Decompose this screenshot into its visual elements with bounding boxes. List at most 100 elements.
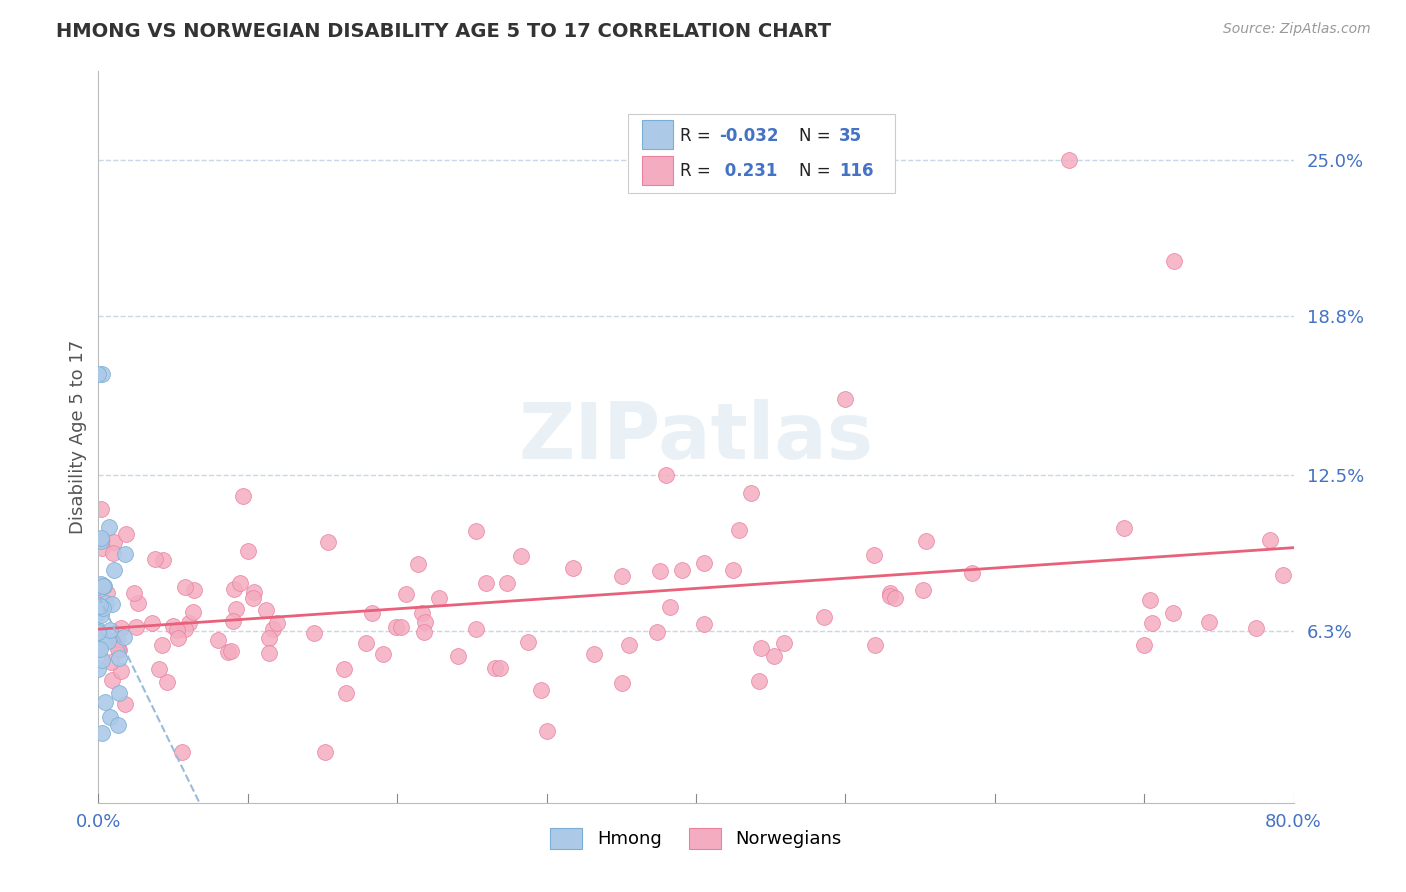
- Point: [257, 631, 280, 645]
- Point: [90, 607, 112, 622]
- Point: [740, 485, 762, 500]
- Point: [427, 591, 450, 606]
- Point: [1132, 638, 1154, 652]
- Point: [91, 600, 114, 615]
- Point: [107, 718, 129, 732]
- Point: [1112, 520, 1135, 534]
- Point: [692, 557, 714, 571]
- Point: [148, 662, 170, 676]
- Point: [883, 591, 905, 606]
- Point: [648, 565, 671, 579]
- Point: [510, 549, 533, 564]
- Point: [411, 606, 433, 620]
- Point: [89, 642, 111, 657]
- Text: R =: R =: [681, 127, 716, 145]
- Point: [266, 616, 288, 631]
- Point: [335, 686, 357, 700]
- Point: [655, 467, 678, 482]
- Point: [728, 524, 751, 538]
- Point: [333, 662, 356, 676]
- Point: [101, 597, 124, 611]
- Point: [242, 585, 264, 599]
- Point: [232, 489, 254, 503]
- Point: [162, 619, 184, 633]
- Text: Source: ZipAtlas.com: Source: ZipAtlas.com: [1223, 22, 1371, 37]
- Point: [87, 606, 110, 620]
- Point: [412, 625, 434, 640]
- Point: [236, 543, 259, 558]
- Point: [658, 599, 681, 614]
- Point: [90, 501, 112, 516]
- Point: [316, 534, 339, 549]
- Point: [87, 662, 110, 676]
- Point: [179, 615, 201, 630]
- Point: [1140, 615, 1163, 630]
- Point: [114, 697, 136, 711]
- Point: [87, 598, 110, 612]
- Text: 116: 116: [839, 161, 873, 180]
- Text: N =: N =: [800, 161, 837, 180]
- Point: [914, 534, 936, 549]
- Point: [143, 552, 166, 566]
- Text: -0.032: -0.032: [720, 127, 779, 145]
- Point: [242, 591, 264, 606]
- Point: [496, 576, 519, 591]
- Point: [304, 625, 326, 640]
- Text: HMONG VS NORWEGIAN DISABILITY AGE 5 TO 17 CORRELATION CHART: HMONG VS NORWEGIAN DISABILITY AGE 5 TO 1…: [56, 22, 831, 41]
- Point: [103, 563, 125, 577]
- Point: [87, 624, 110, 639]
- Point: [152, 553, 174, 567]
- Point: [122, 586, 145, 600]
- Point: [90, 576, 112, 591]
- Point: [110, 620, 132, 634]
- Point: [583, 647, 606, 661]
- Point: [90, 725, 112, 739]
- Point: [108, 643, 131, 657]
- Point: [103, 535, 125, 549]
- Point: [97, 634, 120, 648]
- Point: [879, 589, 901, 603]
- Point: [371, 647, 394, 661]
- Point: [385, 620, 408, 634]
- Point: [114, 548, 136, 562]
- Point: [222, 614, 245, 628]
- Point: [530, 682, 553, 697]
- Point: [90, 531, 112, 545]
- Point: [257, 646, 280, 660]
- Point: [225, 601, 247, 615]
- Point: [174, 580, 197, 594]
- Point: [100, 655, 122, 669]
- Point: [1059, 153, 1081, 167]
- Point: [98, 624, 121, 638]
- Y-axis label: Disability Age 5 to 17: Disability Age 5 to 17: [69, 340, 87, 534]
- Point: [110, 664, 132, 678]
- Point: [87, 642, 110, 657]
- Point: [489, 661, 512, 675]
- Point: [356, 636, 378, 650]
- Point: [617, 638, 640, 652]
- Point: [183, 583, 205, 598]
- Point: [536, 724, 558, 739]
- Text: N =: N =: [800, 127, 837, 145]
- Legend: Hmong, Norwegians: Hmong, Norwegians: [543, 821, 849, 856]
- Point: [156, 674, 179, 689]
- Point: [762, 649, 785, 664]
- Point: [141, 615, 163, 630]
- Point: [150, 639, 173, 653]
- Point: [107, 642, 129, 657]
- Point: [314, 745, 336, 759]
- Point: [484, 661, 506, 675]
- Point: [395, 587, 418, 601]
- Point: [749, 641, 772, 656]
- Point: [217, 645, 239, 659]
- Point: [166, 623, 188, 637]
- Point: [862, 548, 884, 562]
- Point: [562, 561, 585, 575]
- Point: [87, 624, 110, 638]
- Point: [181, 605, 204, 619]
- Point: [101, 673, 124, 687]
- Point: [721, 563, 744, 577]
- Point: [464, 524, 486, 539]
- Point: [103, 546, 125, 560]
- Point: [91, 653, 114, 667]
